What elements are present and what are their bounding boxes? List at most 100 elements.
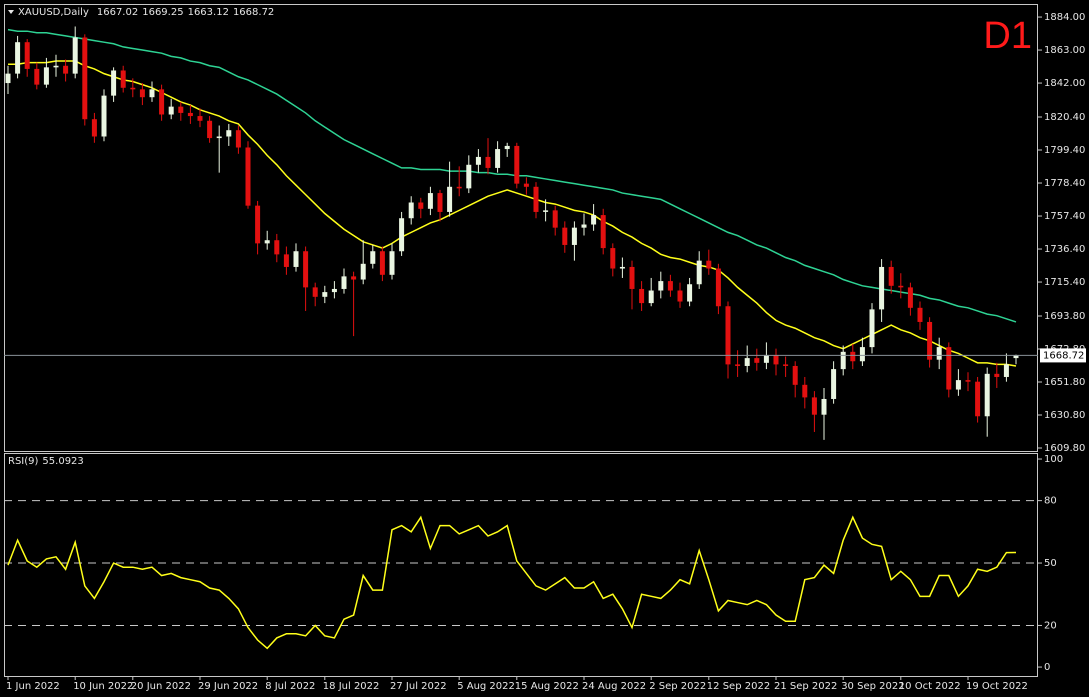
candle-body <box>53 65 59 68</box>
candle-body <box>43 67 49 85</box>
candle-body <box>82 37 88 120</box>
candle-body <box>1003 364 1009 377</box>
candle-body <box>408 202 414 219</box>
candle-body <box>264 240 270 244</box>
y-tick-label: 80 <box>1044 496 1057 507</box>
candle-body <box>955 380 961 390</box>
x-tick-label: 5 Aug 2022 <box>457 681 515 692</box>
candle-body <box>341 276 347 289</box>
candle-body <box>34 68 40 85</box>
candle-body <box>725 306 731 365</box>
x-tick-label: 8 Jul 2022 <box>265 681 315 692</box>
x-tick-label: 1 Jun 2022 <box>6 681 60 692</box>
candle-body <box>139 89 145 98</box>
candle-body <box>437 193 443 212</box>
x-tick-label: 10 Oct 2022 <box>899 681 961 692</box>
candle-body <box>504 145 510 150</box>
candle-body <box>466 164 472 189</box>
menu-arrow[interactable] <box>8 10 14 14</box>
candle-body <box>831 369 837 399</box>
y-tick-label: 1799.40 <box>1044 145 1085 156</box>
candle-body <box>514 145 520 184</box>
candle-body <box>418 202 424 209</box>
candle-body <box>735 364 741 366</box>
candle-body <box>475 156 481 165</box>
x-tick-label: 29 Jun 2022 <box>198 681 258 692</box>
y-tick-label: 1630.80 <box>1044 410 1085 421</box>
candle-body <box>773 354 779 365</box>
last-close: 1668.72 <box>233 7 274 18</box>
y-tick-label: 50 <box>1044 558 1057 569</box>
last-low: 1663.12 <box>188 7 229 18</box>
y-tick-label: 1736.40 <box>1044 244 1085 255</box>
symbol-header: XAUUSD,Daily 1667.02 1669.25 1663.12 1668.72 <box>18 7 274 18</box>
y-tick-label: 1715.40 <box>1044 277 1085 288</box>
x-tick-label: 20 Jun 2022 <box>131 681 191 692</box>
candle-body <box>965 380 971 382</box>
candle-body <box>811 397 817 415</box>
y-tick-label: 1884.00 <box>1044 12 1085 23</box>
y-tick-label: 1842.00 <box>1044 78 1085 89</box>
candle-body <box>312 287 318 297</box>
candle-body <box>351 276 357 280</box>
candle-body <box>648 290 654 304</box>
last-high: 1669.25 <box>142 7 183 18</box>
candle-body <box>283 254 289 267</box>
candle-body <box>600 215 606 249</box>
candle-body <box>216 136 222 139</box>
candle-body <box>927 321 933 360</box>
candle-body <box>485 156 491 168</box>
candle-body <box>1013 355 1019 359</box>
candle-body <box>24 42 30 69</box>
candle-body <box>91 119 97 137</box>
candle-body <box>130 87 136 90</box>
candle-body <box>447 186 453 212</box>
candle-body <box>543 210 549 212</box>
x-tick-label: 2 Sep 2022 <box>649 681 706 692</box>
candle-body <box>802 384 808 398</box>
timeframe-label: D1 <box>983 15 1032 57</box>
candle-body <box>389 251 395 275</box>
rsi-last-value: 55.0923 <box>42 456 83 467</box>
candle-body <box>715 268 721 307</box>
candle-body <box>456 186 462 189</box>
rsi-line <box>7 515 1017 650</box>
candle-body <box>629 266 635 289</box>
candle-body <box>187 112 193 117</box>
candle-body <box>610 248 616 269</box>
y-tick-label: 1820.40 <box>1044 112 1085 123</box>
candle-body <box>619 266 625 269</box>
x-tick-label: 18 Jul 2022 <box>323 681 380 692</box>
candle-body <box>360 263 366 280</box>
candle-body <box>495 149 501 168</box>
symbol: XAUUSD,Daily <box>18 7 89 18</box>
candle-body <box>101 95 107 137</box>
moving-average <box>8 60 1017 367</box>
moving-average <box>7 28 1017 323</box>
candle-body <box>677 290 683 302</box>
candle-body <box>235 130 241 148</box>
x-tick-label: 15 Aug 2022 <box>515 681 579 692</box>
candle-body <box>946 347 952 390</box>
candle-body <box>917 307 923 322</box>
rsi-title: RSI(9) <box>8 456 39 467</box>
y-tick-label: 100 <box>1044 454 1063 465</box>
candle-body <box>293 251 299 267</box>
candle-body <box>667 281 673 291</box>
candle-body <box>15 42 21 74</box>
candle-body <box>571 227 577 245</box>
rsi-panel-frame <box>4 453 1038 677</box>
candle-body <box>5 73 11 84</box>
x-tick-label: 24 Aug 2022 <box>582 681 646 692</box>
candle-body <box>245 147 251 206</box>
current-price-tag <box>1040 348 1086 363</box>
candle-body <box>427 193 433 209</box>
candle-body <box>120 70 126 88</box>
candle-body <box>399 218 405 252</box>
candle-body <box>322 292 328 297</box>
candle-body <box>523 183 529 187</box>
y-tick-label: 0 <box>1044 662 1050 673</box>
candle-body <box>379 251 385 275</box>
